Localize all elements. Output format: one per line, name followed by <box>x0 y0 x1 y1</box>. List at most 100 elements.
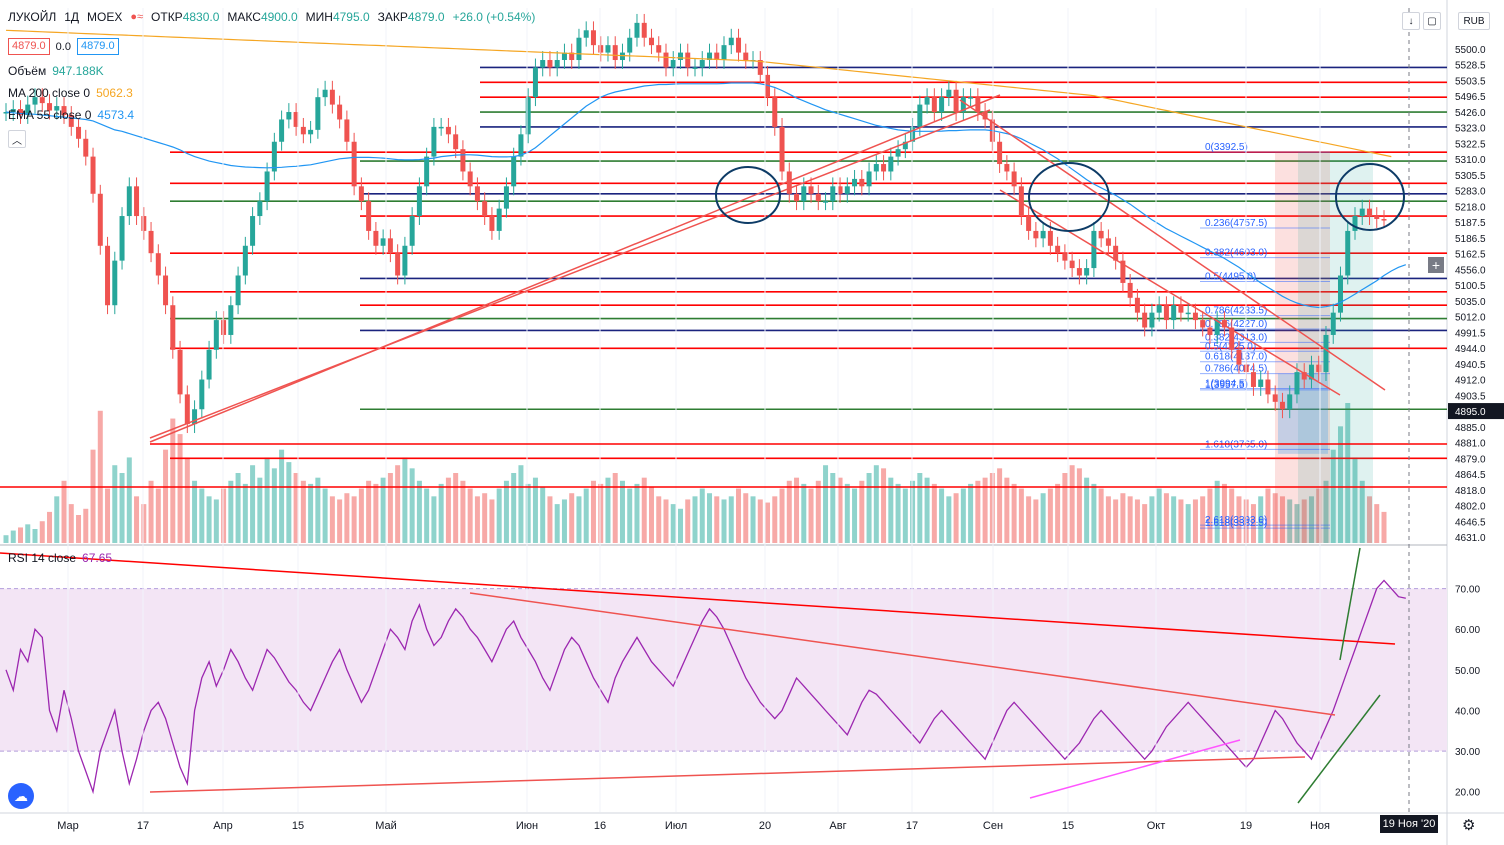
volume-bar <box>815 480 821 543</box>
currency-label[interactable]: RUB <box>1458 12 1490 30</box>
compare-icon[interactable]: ●≈ <box>130 11 144 23</box>
candle-body <box>1366 208 1372 217</box>
volume-bar <box>293 473 299 543</box>
candle-body <box>257 201 263 217</box>
candle-body <box>105 245 111 306</box>
volume-bar <box>656 496 662 543</box>
candle-body <box>1120 260 1126 283</box>
volume-bar <box>503 480 509 543</box>
price-axis-label: 5035.0 <box>1455 297 1486 308</box>
price-axis-label: 4940.5 <box>1455 360 1486 371</box>
volume-bar <box>677 508 683 543</box>
ema55-legend[interactable]: EMA 55 close 0 4573.4 <box>8 108 134 122</box>
volume-bar <box>1084 477 1090 543</box>
candle-body <box>1156 305 1162 313</box>
candle-body <box>134 186 140 217</box>
hand-drawn-circle <box>1028 162 1110 232</box>
volume-bar <box>931 483 937 543</box>
volume-bar <box>199 488 205 543</box>
candle-body <box>39 97 45 104</box>
arrow-down-icon[interactable]: ↓ <box>1402 12 1420 30</box>
ask-box[interactable]: 4879.0 <box>76 38 119 55</box>
symbol-name[interactable]: ЛУКОЙЛ <box>8 10 57 24</box>
candle-body <box>97 193 103 246</box>
time-axis-label: Окт <box>1147 820 1166 832</box>
candle-body <box>148 230 154 254</box>
candle-body <box>1127 282 1133 298</box>
candle-body <box>844 186 850 194</box>
candle-body <box>482 201 488 217</box>
volume-bar <box>1323 480 1329 543</box>
volume-bar <box>685 499 691 543</box>
candle-body <box>322 89 328 98</box>
time-axis-label: 19 <box>1240 820 1252 832</box>
candle-body <box>554 60 560 68</box>
candle-body <box>917 104 923 127</box>
volume-legend[interactable]: Объём 947.188K <box>8 64 104 78</box>
volume-bar <box>286 462 292 543</box>
candle-body <box>663 52 669 68</box>
volume-bar <box>1345 403 1351 543</box>
low-value: 4795.0 <box>332 10 370 24</box>
time-axis-label: Мар <box>57 820 79 832</box>
candle-body <box>460 149 466 172</box>
candle-body <box>1250 372 1256 387</box>
candle-body <box>1308 364 1314 380</box>
volume-bar <box>47 511 53 543</box>
candle-body <box>1047 230 1053 246</box>
candle-body <box>1098 230 1104 239</box>
candle-body <box>1265 379 1271 395</box>
candle-body <box>1163 305 1169 321</box>
volume-bar <box>641 477 647 543</box>
price-axis-label: 5012.0 <box>1455 313 1486 324</box>
interval-label[interactable]: 1Д <box>64 10 79 24</box>
candle-body <box>866 171 872 187</box>
ema55-label: EMA 55 close 0 <box>8 108 92 122</box>
candle-body <box>1272 394 1278 402</box>
gear-icon[interactable]: ⚙ <box>1462 817 1476 834</box>
volume-bar <box>765 502 771 543</box>
volume-bar <box>1040 493 1046 543</box>
volume-bar <box>968 483 974 543</box>
spread-value: 0.0 <box>55 40 71 53</box>
candle-body <box>634 22 640 38</box>
maximize-icon[interactable]: ▢ <box>1423 12 1441 30</box>
volume-bar <box>736 488 742 543</box>
time-axis: Мар 17 Апр 15 Май Июн 16 Июл 20 Авг 17 Сен 15 Окт 19 Но… <box>57 8 1330 832</box>
candle-body <box>525 97 531 135</box>
volume-bar <box>271 468 277 543</box>
volume-bar <box>279 449 285 543</box>
tradingview-logo-icon[interactable]: ☁ <box>8 783 34 809</box>
volume-bar <box>358 488 364 543</box>
candle-body <box>228 305 234 335</box>
rsi-trendline-top <box>0 552 1396 645</box>
volume-bar <box>1279 496 1285 543</box>
low-label: МИН4795.0 <box>305 10 370 24</box>
volume-bar <box>1142 504 1148 543</box>
add-icon[interactable]: + <box>1428 257 1444 273</box>
hand-drawn-circle <box>715 166 781 224</box>
candle-body <box>1323 334 1329 373</box>
volume-bar <box>119 473 125 543</box>
candle-body <box>779 126 785 172</box>
candle-body <box>1113 245 1119 261</box>
volume-bar <box>1026 496 1032 543</box>
candle-body <box>126 186 132 217</box>
candle-body <box>416 186 422 217</box>
rsi-legend[interactable]: RSI 14 close 67.65 <box>8 551 112 565</box>
candle-body <box>714 52 720 61</box>
volume-bar <box>409 468 415 543</box>
candle-body <box>590 30 596 46</box>
trendline-channel-bottom <box>999 189 1341 396</box>
volume-bar <box>989 473 995 543</box>
fib-level-label: 0.786(4227.0) <box>1205 319 1267 330</box>
rsi-divergence-line <box>1339 547 1361 661</box>
candle-body <box>946 89 952 98</box>
candle-body <box>881 164 887 172</box>
bid-box[interactable]: 4879.0 <box>8 38 50 55</box>
ma200-legend[interactable]: MA 200 close 0 5062.3 <box>8 86 133 100</box>
candle-body <box>794 193 800 202</box>
collapse-legend-icon[interactable]: ︿ <box>8 130 26 148</box>
exchange-label: MOEX <box>87 10 123 24</box>
